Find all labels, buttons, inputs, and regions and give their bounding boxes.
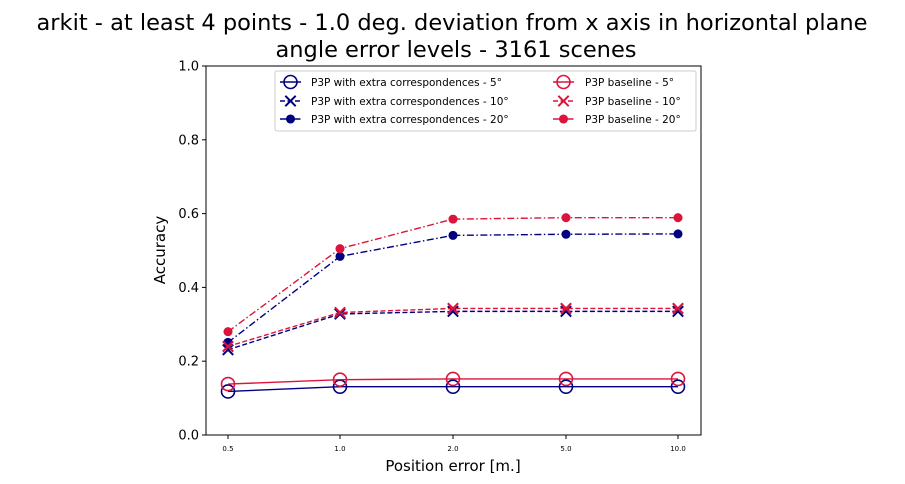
legend-label: P3P baseline - 10°: [585, 96, 681, 108]
data-point: [222, 343, 234, 356]
data-point: [335, 244, 345, 254]
legend-label: P3P baseline - 5°: [585, 77, 674, 89]
y-tick-label: 0.6: [178, 207, 199, 222]
data-point: [558, 379, 574, 394]
data-point: [447, 302, 459, 315]
legend-label: P3P with extra correspondences - 10°: [311, 96, 509, 108]
series: [222, 302, 684, 353]
data-point: [557, 95, 570, 107]
legend-entry: P3P with extra correspondences - 20°: [280, 114, 509, 126]
series-line: [227, 385, 678, 393]
y-tick-label: 0.4: [178, 281, 199, 296]
y-tick-label: 0.0: [178, 429, 199, 444]
x-tick-label: 1.0: [334, 445, 345, 453]
series: [220, 379, 686, 399]
data-point: [561, 229, 571, 239]
data-point: [561, 213, 571, 223]
data-point: [445, 371, 461, 387]
x-tick-label: 5.0: [560, 445, 571, 453]
series: [220, 371, 686, 392]
series-line: [227, 307, 678, 348]
data-point: [283, 74, 298, 90]
data-point: [334, 308, 346, 320]
data-point: [445, 379, 461, 394]
data-point: [448, 214, 458, 224]
legend-label: P3P baseline - 20°: [585, 114, 681, 126]
legend-label: P3P with extra correspondences - 5°: [311, 77, 502, 89]
series-line: [227, 233, 679, 343]
data-point: [448, 230, 458, 240]
data-point: [672, 302, 684, 315]
legend: P3P with extra correspondences - 5° P3P w…: [274, 70, 697, 132]
data-point: [220, 384, 236, 399]
series-line: [227, 310, 678, 351]
data-point: [285, 114, 296, 124]
y-tick-label: 0.8: [178, 133, 199, 148]
legend-entry: P3P baseline - 10°: [553, 95, 681, 108]
x-tick-label: 2.0: [447, 445, 458, 453]
data-point: [223, 327, 233, 337]
x-tick-label: 10.0: [670, 445, 686, 453]
data-point: [673, 213, 683, 223]
series: [222, 305, 684, 356]
data-point: [670, 379, 686, 394]
series-line: [227, 378, 678, 385]
data-point: [220, 376, 236, 392]
data-point: [558, 114, 569, 124]
data-point: [284, 95, 297, 107]
y-axis: 0.0 0.2 0.4 0.6 0.8 1.0: [178, 60, 206, 444]
data-point: [556, 74, 571, 90]
x-axis: 0.5 1.0 2.0 5.0 10.0: [222, 435, 686, 453]
x-tick-label: 0.5: [222, 445, 233, 453]
chart-title-line-2: angle error levels - 3161 scenes: [275, 37, 636, 63]
series-layer: [220, 213, 686, 399]
y-tick-label: 1.0: [178, 60, 199, 75]
data-point: [332, 372, 348, 387]
y-tick-label: 0.2: [178, 355, 199, 370]
legend-entry: P3P baseline - 20°: [553, 114, 681, 126]
legend-entry: P3P with extra correspondences - 5°: [280, 74, 502, 90]
data-point: [335, 251, 345, 261]
y-axis-label: Accuracy: [151, 216, 169, 285]
legend-entry: P3P with extra correspondences - 10°: [280, 95, 509, 108]
legend-entry: P3P baseline - 5°: [553, 74, 674, 90]
legend-frame: [274, 70, 697, 132]
data-point: [670, 371, 686, 387]
chart-title-line-1: arkit - at least 4 points - 1.0 deg. dev…: [37, 10, 868, 36]
series-line: [227, 216, 678, 333]
data-point: [560, 302, 572, 315]
data-point: [334, 306, 346, 319]
data-point: [558, 371, 574, 387]
data-point: [222, 340, 234, 353]
legend-label: P3P with extra correspondences - 20°: [311, 114, 509, 126]
series: [223, 213, 683, 337]
x-axis-label: Position error [m.]: [385, 457, 520, 475]
data-point: [673, 229, 683, 239]
